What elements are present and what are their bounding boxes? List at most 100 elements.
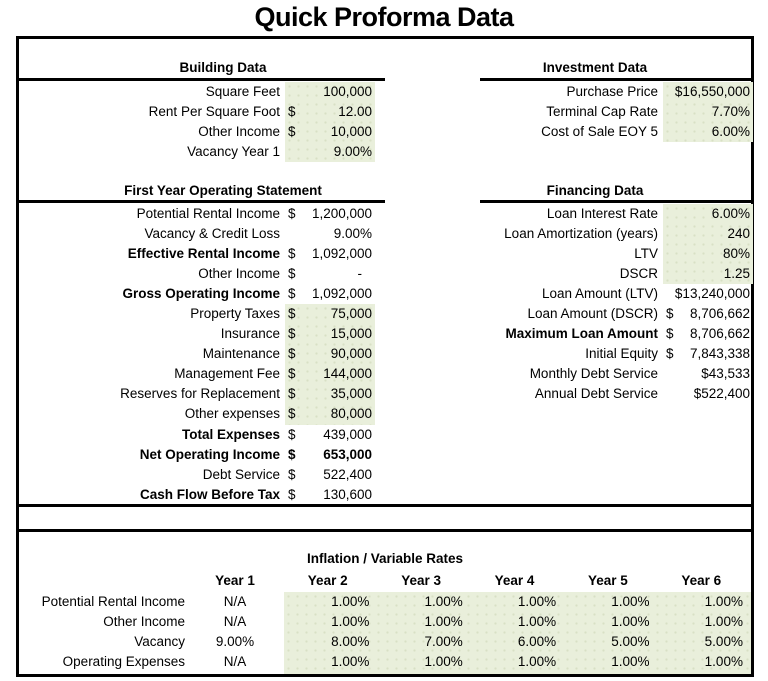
cell-value: 80% — [722, 245, 750, 261]
row-label: DSCR — [619, 265, 658, 281]
cell-value: 9.00% — [333, 143, 372, 159]
rate-input-cell[interactable]: 6.00% — [517, 633, 557, 649]
currency-symbol: $ — [288, 103, 296, 119]
input-cell[interactable]: 80% — [663, 244, 753, 264]
currency-symbol: $ — [288, 386, 296, 402]
value-cell: $8,706,662 — [663, 324, 753, 344]
row-label: Debt Service — [202, 466, 280, 482]
input-cell[interactable]: 100,000 — [285, 82, 375, 102]
proforma-sheet: Building Data Investment Data First Year… — [16, 36, 754, 677]
rates-top-divider — [19, 528, 751, 532]
expenses-inputs-highlight — [285, 304, 375, 425]
value-cell: $1,200,000 — [285, 204, 375, 224]
row-label: Vacancy — [134, 633, 185, 649]
currency-symbol: $ — [288, 346, 296, 362]
year-header: Year 3 — [401, 573, 441, 588]
input-cell[interactable]: 7.70% — [663, 102, 753, 122]
rate-input-cell[interactable]: 1.00% — [611, 613, 650, 629]
building-inputs-highlight — [285, 81, 375, 162]
currency-symbol: $ — [666, 326, 674, 342]
rate-input-cell[interactable]: 7.00% — [424, 633, 463, 649]
rate-input-cell[interactable]: 1.00% — [331, 613, 370, 629]
rate-input-cell[interactable]: 1.00% — [331, 653, 370, 669]
input-cell[interactable]: 6.00% — [663, 204, 753, 224]
cell-value: 6.00% — [711, 123, 750, 139]
input-cell[interactable]: $90,000 — [285, 344, 375, 364]
rate-input-cell[interactable]: 1.00% — [517, 593, 557, 609]
row-label: Loan Amortization (years) — [504, 225, 658, 241]
input-cell[interactable]: $75,000 — [285, 304, 375, 324]
rate-input-cell[interactable]: 1.00% — [424, 653, 463, 669]
rates-table-title: Inflation / Variable Rates — [306, 551, 464, 566]
input-cell[interactable]: 9.00% — [285, 142, 375, 162]
rate-input-cell[interactable]: 1.00% — [704, 593, 743, 609]
rate-input-cell[interactable]: 1.00% — [424, 613, 463, 629]
currency-symbol: $ — [288, 285, 296, 301]
table-row: Square Feet 100,000 — [19, 82, 399, 102]
rate-input-cell[interactable]: 1.00% — [331, 593, 370, 609]
year-header: Year 4 — [494, 573, 535, 588]
investment-data-section: Purchase Price $16,550,000 Terminal Cap … — [19, 82, 751, 142]
input-cell[interactable]: $80,000 — [285, 404, 375, 424]
input-cell[interactable]: 240 — [663, 224, 753, 244]
row-label: Annual Debt Service — [534, 386, 658, 402]
rate-input-cell[interactable]: 5.00% — [611, 633, 650, 649]
rate-input-cell[interactable]: 1.00% — [517, 653, 557, 669]
table-row: Potential Rental Income N/A 1.00% 1.00% … — [19, 592, 751, 612]
rates-inputs-highlight — [284, 591, 751, 674]
currency-symbol: $ — [288, 265, 296, 281]
rate-input-cell[interactable]: 1.00% — [704, 613, 743, 629]
row-label: Management Fee — [174, 366, 280, 382]
cell-value: 6.00% — [711, 205, 750, 221]
financing-data-header: Financing Data — [546, 183, 644, 198]
cell-value: 12.00 — [338, 103, 372, 119]
cell-value: 75,000 — [330, 305, 372, 321]
table-row: Vacancy & Credit Loss 9.00% — [19, 224, 399, 244]
row-label: Maintenance — [202, 346, 280, 362]
table-row: Loan Amortization (years) 240 — [19, 224, 751, 244]
financing-inputs-highlight — [663, 203, 753, 284]
input-cell[interactable]: 6.00% — [663, 122, 753, 142]
row-label: Gross Operating Income — [122, 285, 280, 301]
value-cell: $ - — [285, 264, 375, 284]
rate-input-cell[interactable]: 1.00% — [517, 613, 557, 629]
currency-symbol: $ — [288, 426, 296, 442]
input-cell[interactable]: $15,000 — [285, 324, 375, 344]
row-label: Effective Rental Income — [127, 245, 280, 261]
cell-value: $13,240,000 — [674, 285, 750, 301]
rate-input-cell[interactable]: 8.00% — [331, 633, 370, 649]
row-label: Net Operating Income — [139, 446, 280, 462]
table-row: LTV 80% — [19, 244, 751, 264]
rate-input-cell[interactable]: 5.00% — [704, 633, 743, 649]
input-cell[interactable]: $144,000 — [285, 364, 375, 384]
table-row: Annual Debt Service $522,400 — [19, 384, 751, 404]
row-label: Potential Rental Income — [136, 205, 280, 221]
input-cell[interactable]: $16,550,000 — [663, 82, 753, 102]
currency-symbol: $ — [288, 446, 296, 462]
operating-header-underline — [19, 200, 385, 203]
cell-value: 1.25 — [723, 265, 750, 281]
input-cell[interactable]: $10,000 — [285, 122, 375, 142]
financing-data-section: Loan Interest Rate 6.00% Loan Amortizati… — [19, 204, 751, 405]
rate-input-cell[interactable]: 1.00% — [611, 653, 650, 669]
rate-input-cell[interactable]: 1.00% — [424, 593, 463, 609]
rate-input-cell[interactable]: 1.00% — [704, 653, 743, 669]
currency-symbol: $ — [288, 486, 296, 502]
cell-value: 1,092,000 — [311, 285, 372, 301]
table-row: Maximum Loan Amount $8,706,662 — [19, 324, 751, 344]
row-label: Other Income — [103, 613, 185, 629]
rates-table-rows: Potential Rental Income N/A 1.00% 1.00% … — [19, 592, 751, 672]
cell-value: 100,000 — [323, 83, 372, 99]
input-cell[interactable]: $35,000 — [285, 384, 375, 404]
cell-value: 144,000 — [323, 366, 372, 382]
input-cell[interactable]: $12.00 — [285, 102, 375, 122]
input-cell[interactable]: 1.25 — [663, 264, 753, 284]
table-row: Total Expenses $439,000 — [19, 425, 399, 445]
rate-cell: N/A — [223, 613, 247, 629]
table-row: Cash Flow Before Tax $130,600 — [19, 485, 399, 505]
value-cell: $522,400 — [285, 465, 375, 485]
table-row: Management Fee $144,000 — [19, 364, 399, 384]
rate-input-cell[interactable]: 1.00% — [611, 593, 650, 609]
table-row: Gross Operating Income $1,092,000 — [19, 284, 399, 304]
currency-symbol: $ — [288, 466, 296, 482]
